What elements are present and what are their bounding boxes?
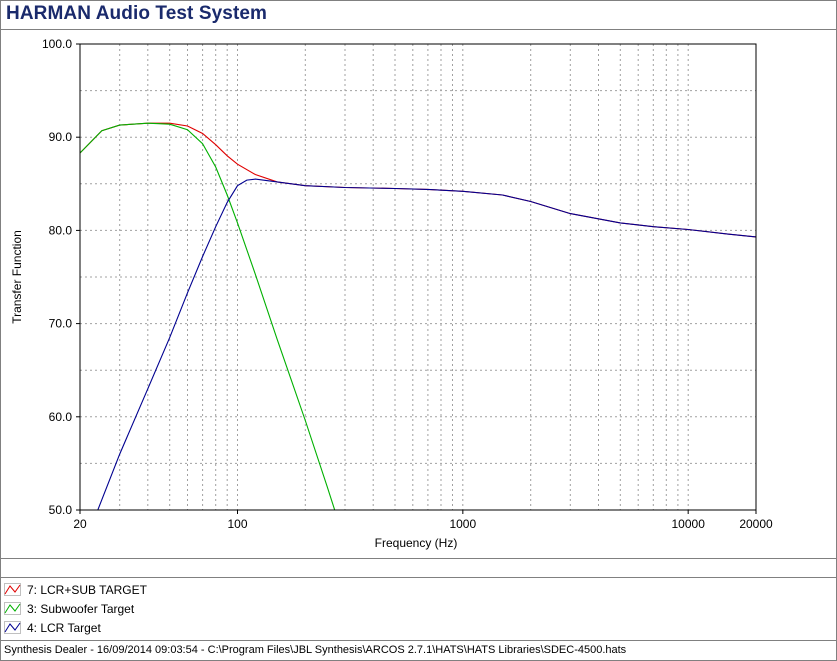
y-tick-label: 70.0 (49, 317, 73, 331)
plot-border (79, 43, 757, 511)
status-divider (0, 640, 837, 641)
legend-item-lcr-target: 4: LCR Target (4, 618, 101, 637)
y-axis-label: Transfer Function (10, 230, 24, 324)
axis-ticks: 50.0 60.0 70.0 80.0 90.0 100.0 20 100 1000 10000 2… (42, 37, 773, 531)
y-tick-label: 90.0 (49, 130, 73, 144)
legend: 7: LCR+SUB TARGET 3: Subwoofer Target 4:… (0, 578, 837, 640)
legend-label-lcr-sub-target: 7: LCR+SUB TARGET (27, 582, 147, 597)
legend-divider-inner (0, 577, 837, 578)
series-line-4-lcr-target (97, 178, 756, 510)
legend-label-subwoofer-target: 3: Subwoofer Target (27, 601, 135, 616)
x-tick-label: 100 (227, 517, 247, 531)
x-tick-label: 20000 (739, 517, 773, 531)
legend-item-lcr-sub-target: 7: LCR+SUB TARGET (4, 580, 147, 599)
legend-divider-top (0, 558, 837, 559)
y-tick-label: 50.0 (49, 503, 73, 517)
plot-background (80, 44, 756, 510)
y-tick-label: 80.0 (49, 223, 73, 237)
app-title: HARMAN Audio Test System (6, 3, 268, 24)
legend-item-subwoofer-target: 3: Subwoofer Target (4, 599, 134, 618)
x-axis-label: Frequency (Hz) (375, 536, 458, 550)
frequency-response-chart: 50.0 60.0 70.0 80.0 90.0 100.0 20 100 1000 10000 2… (10, 37, 773, 550)
x-tick-label: 20 (73, 517, 87, 531)
series-line-3-subwoofer-target (80, 122, 336, 510)
x-tick-label: 1000 (449, 517, 476, 531)
legend-swatch-blue-icon (4, 621, 21, 634)
status-bar: Synthesis Dealer - 16/09/2014 09:03:54 -… (4, 644, 627, 656)
plot-panel: 50.0 60.0 70.0 80.0 90.0 100.0 20 100 1000 10000 2… (0, 30, 837, 558)
y-tick-label: 100.0 (42, 37, 72, 51)
y-tick-label: 60.0 (49, 410, 73, 424)
title-divider (0, 29, 837, 30)
legend-swatch-red-icon (4, 583, 21, 596)
series-lines (80, 122, 756, 510)
x-tick-label: 10000 (672, 517, 706, 531)
legend-label-lcr-target: 4: LCR Target (27, 620, 101, 635)
legend-swatch-green-icon (4, 602, 21, 615)
